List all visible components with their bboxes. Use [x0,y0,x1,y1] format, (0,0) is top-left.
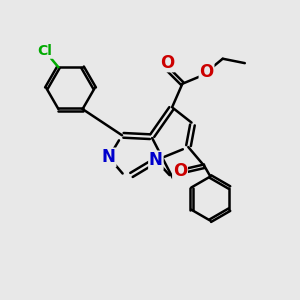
Text: O: O [173,162,187,180]
Text: N: N [149,151,163,169]
Text: N: N [102,148,116,166]
Text: Cl: Cl [38,44,52,58]
Text: O: O [160,53,174,71]
Text: O: O [200,63,214,81]
